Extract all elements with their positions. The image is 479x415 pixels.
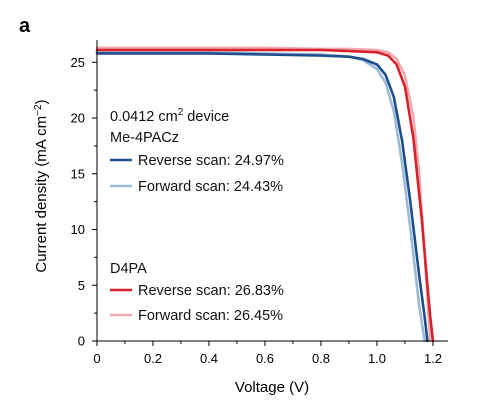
legend-group-title-d4pa: D4PA xyxy=(110,261,147,277)
x-tick-label: 0.6 xyxy=(256,351,274,366)
y-axis-title: Current density (mA cm−2) xyxy=(33,99,50,272)
legend: 0.0412 cm2 device Me-4PACz D4PA Reverse … xyxy=(110,107,284,324)
y-tick-label: 5 xyxy=(78,278,85,293)
legend-label-me4pacz-forward: Forward scan: 24.43% xyxy=(138,179,283,195)
y-axis-title-main: Current density (mA cm xyxy=(33,116,50,273)
legend-device-area-suffix: device xyxy=(183,109,229,125)
x-tick-label: 1.0 xyxy=(368,351,386,366)
legend-device-area-exponent: 2 xyxy=(178,107,184,118)
x-tick-label: 0.2 xyxy=(144,351,162,366)
y-ticks: 0 5 10 15 20 25 xyxy=(71,55,97,349)
x-ticks: 0 0.2 0.4 0.6 0.8 1.0 1.2 xyxy=(93,341,442,366)
x-tick-label: 0 xyxy=(93,351,100,366)
y-axis-title-exponent: −2 xyxy=(33,104,44,116)
x-tick-label: 0.8 xyxy=(312,351,330,366)
series-line-me4pacz-reverse xyxy=(95,52,429,343)
axes: 0 5 10 15 20 25 0 0.2 0.4 0.6 0.8 1.0 1.2 xyxy=(71,40,448,366)
y-tick-label: 10 xyxy=(71,222,85,237)
x-tick-label: 0.4 xyxy=(200,351,218,366)
series-line-d4pa-reverse xyxy=(95,48,435,343)
panel-letter: a xyxy=(19,15,31,37)
y-tick-label: 20 xyxy=(71,111,85,126)
y-tick-label: 25 xyxy=(71,55,85,70)
y-tick-label: 0 xyxy=(78,334,85,349)
y-axis-title-close: ) xyxy=(33,99,50,104)
legend-label-me4pacz-reverse: Reverse scan: 24.97% xyxy=(138,153,284,169)
x-axis-title: Voltage (V) xyxy=(235,379,309,396)
legend-device-area: 0.0412 cm2 device xyxy=(110,107,229,125)
legend-group-title-me4pacz: Me-4PACz xyxy=(110,130,179,146)
x-tick-label: 1.2 xyxy=(424,351,442,366)
legend-label-d4pa-forward: Forward scan: 26.45% xyxy=(138,308,283,324)
legend-device-area-value: 0.0412 cm xyxy=(110,109,178,125)
y-tick-label: 15 xyxy=(71,166,85,181)
curves xyxy=(95,46,435,343)
legend-label-d4pa-reverse: Reverse scan: 26.83% xyxy=(138,283,284,299)
